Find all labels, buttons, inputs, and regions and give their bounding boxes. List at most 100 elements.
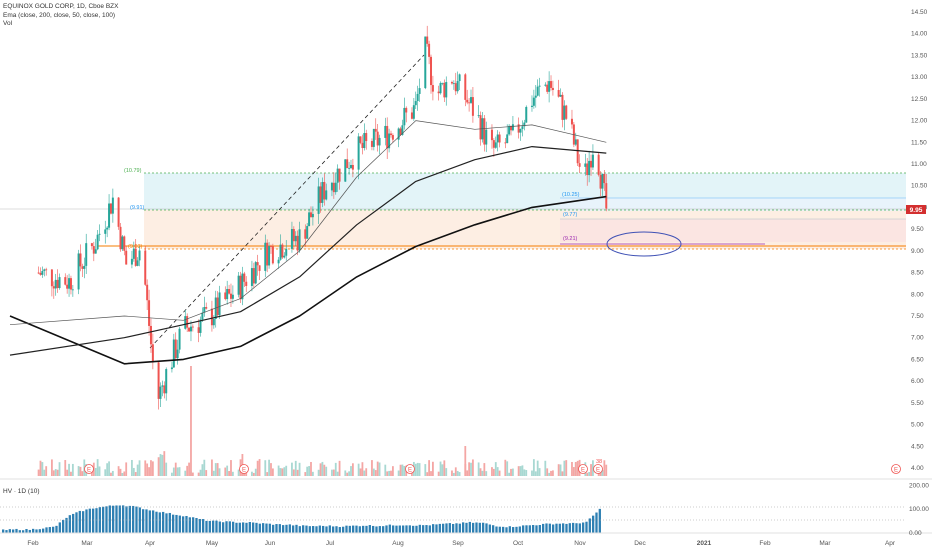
volume-bar [106,463,109,476]
hv-bar [502,526,505,533]
hv-bar [115,505,118,533]
hv-bar [575,523,578,533]
target-zone [560,219,906,242]
hv-bar [305,525,308,533]
candle-body [334,182,337,193]
volume-bar [37,469,40,476]
candle-body [109,203,112,214]
volume-bar [218,468,221,476]
svg-text:E: E [242,468,246,474]
candle-body [231,294,234,299]
hv-bar [12,529,15,533]
candle-body [148,300,151,326]
volume-bar [292,469,295,476]
hv-bar [78,510,81,533]
earnings-marker[interactable]: E [405,464,415,474]
candle-body [428,43,431,57]
earnings-marker[interactable]: E [891,464,901,474]
ema-indicator-label[interactable]: Ema (close, 200, close, 50, close, 100) [3,11,116,19]
hv-bar [525,525,528,533]
candle-body [437,91,440,94]
candle-body [521,126,524,130]
candle-body [43,269,46,271]
volume-bar [184,470,187,476]
volume-bar [365,468,368,476]
candle-body [496,134,499,143]
volume-bar [39,460,42,476]
hv-axis[interactable]: 200.00 100.00 0.00 [909,482,929,537]
volume-bar [592,460,594,476]
price-axis[interactable]: 4.00 4.50 5.00 5.50 6.00 6.50 7.00 7.50 8.00 8.50… [911,9,928,472]
volume-bar [552,470,554,476]
trend-line[interactable] [149,54,425,349]
earnings-marker[interactable]: E [593,464,603,474]
candle-body [271,246,274,264]
candle-body [111,197,114,214]
hv-bar [478,522,481,533]
candle-body [58,277,61,289]
volume-indicator-label[interactable]: Vol [3,20,13,27]
hv-bar [62,519,65,533]
last-price-badge: 9.95 [906,205,926,214]
earnings-marker[interactable]: E [239,464,249,474]
volume-bar [357,463,360,476]
volume-bar [386,471,389,476]
candle-body [578,163,581,167]
candle-body [410,112,413,119]
hv-bar [252,522,255,533]
ema-line[interactable] [9,146,607,356]
hv-bar [328,525,331,533]
candle-body [443,82,446,98]
candle-body [304,229,307,239]
ellipse-annotation[interactable] [606,231,682,257]
hv-bar [248,521,251,533]
candle-body [201,312,204,320]
ema-line[interactable] [9,120,607,326]
hv-bar [195,518,198,533]
hv-bar [578,523,581,533]
earnings-marker[interactable]: E [84,464,94,474]
volume-bar [384,464,387,476]
hv-bar [365,525,368,533]
hv-bar [538,525,541,533]
fib-label-977: (9.77) [563,212,578,218]
volume-bar [98,466,101,476]
candle-body [372,128,375,147]
candle-body [123,236,126,251]
hv-bar [182,516,185,533]
candle-body [85,243,88,266]
candle-body [458,74,461,82]
ema-line[interactable] [9,195,607,365]
time-axis[interactable]: Feb Mar Apr May Jun Jul Aug Sep Oct Nov Dec 2021 Feb… [27,540,895,547]
candle-body [281,244,284,258]
candle-body [374,128,377,132]
volume-bar [336,471,339,476]
volume-bar [468,462,471,476]
price-tick-label: 12.50 [911,96,928,103]
hv-tick-label: 200.00 [909,482,929,489]
symbol-title[interactable]: EQUINOX GOLD CORP, 1D, Cboe BZX [3,3,119,10]
volume-bar [58,462,61,476]
candle-body [485,129,488,145]
hv-bar [565,523,568,533]
candle-body [430,56,433,86]
earnings-marker[interactable]: E [578,464,588,474]
volume-bar [71,463,74,476]
svg-text:E: E [87,468,91,474]
volume-bar [224,467,227,476]
volume-bar [451,470,453,476]
volume-bar [601,470,604,476]
hv-bar [588,518,591,533]
hv-bar [358,526,361,533]
hv-bar [442,523,445,533]
hv-bar [28,529,31,533]
hv-bar [75,512,78,533]
hv-legend[interactable]: HV · 1D (10) [3,488,40,495]
candle-body [348,167,351,169]
volume-bar [134,472,137,476]
time-tick-label: Mar [819,540,831,547]
hv-bar [138,507,141,533]
hv-bar [445,523,448,533]
target-zone-upper [560,198,906,211]
